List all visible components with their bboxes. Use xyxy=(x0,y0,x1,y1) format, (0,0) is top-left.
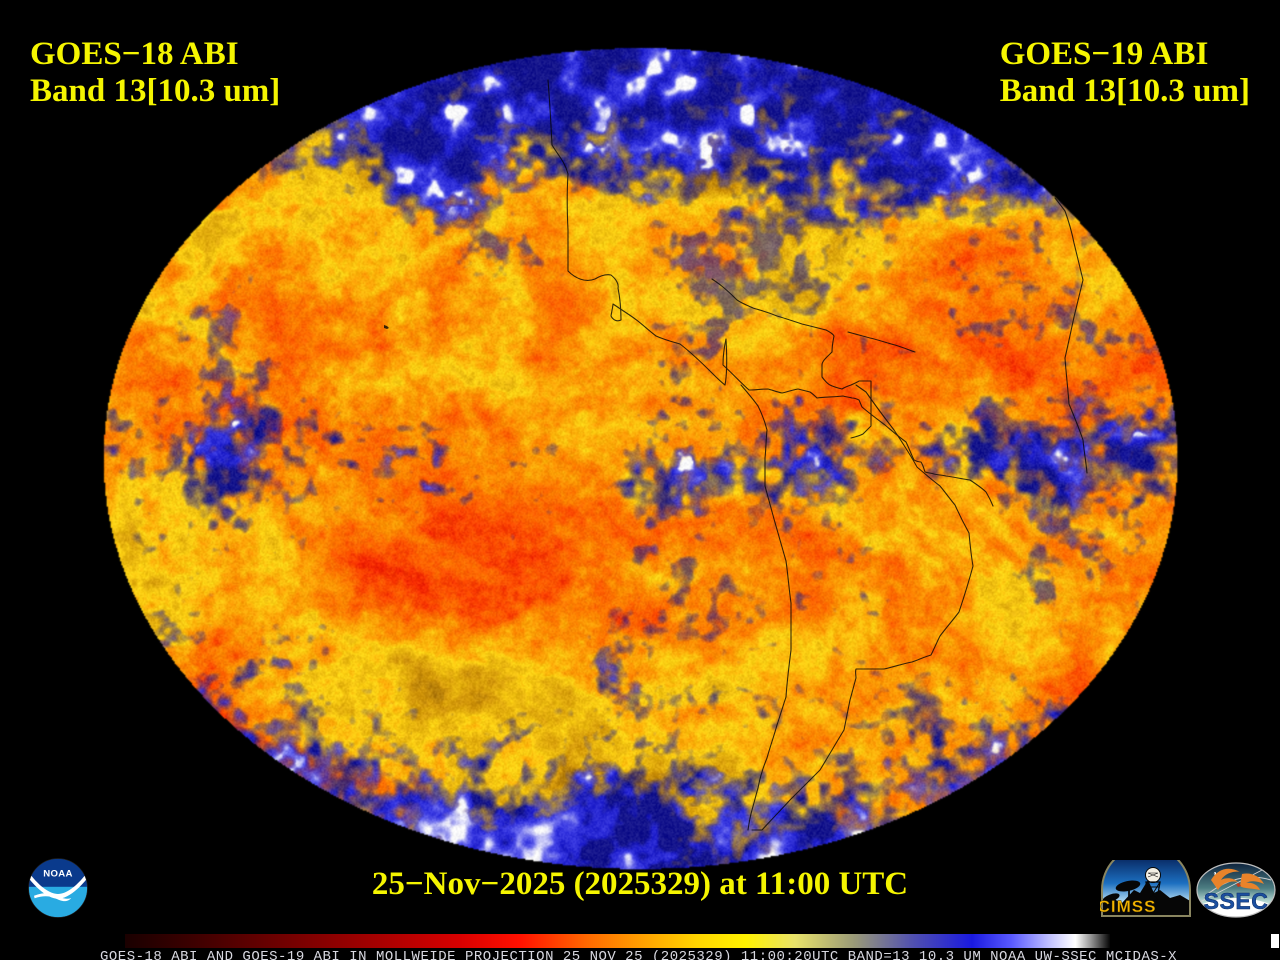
svg-text:SSEC: SSEC xyxy=(1204,888,1269,914)
svg-text:CIMSS: CIMSS xyxy=(1100,897,1156,916)
svg-text:NOAA: NOAA xyxy=(43,869,72,880)
